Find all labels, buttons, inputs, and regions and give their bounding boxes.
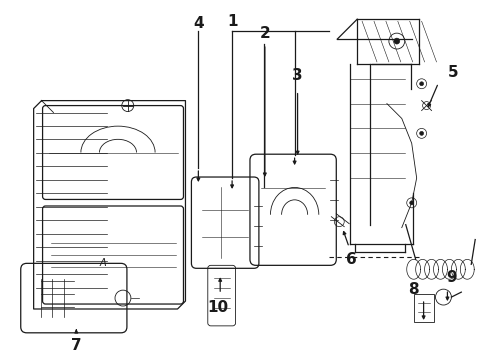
Circle shape (410, 201, 414, 205)
Text: 7: 7 (71, 338, 82, 353)
Text: 6: 6 (346, 252, 357, 267)
Text: 5: 5 (448, 65, 459, 80)
Text: 1: 1 (227, 14, 238, 28)
Text: 2: 2 (260, 26, 270, 41)
Text: A: A (100, 258, 106, 268)
Text: 4: 4 (193, 16, 204, 31)
Circle shape (419, 82, 424, 86)
Text: 10: 10 (208, 300, 229, 315)
Text: 3: 3 (292, 68, 303, 83)
Text: 9: 9 (446, 270, 457, 285)
Circle shape (419, 131, 424, 135)
Circle shape (394, 38, 400, 44)
Text: 8: 8 (408, 282, 419, 297)
